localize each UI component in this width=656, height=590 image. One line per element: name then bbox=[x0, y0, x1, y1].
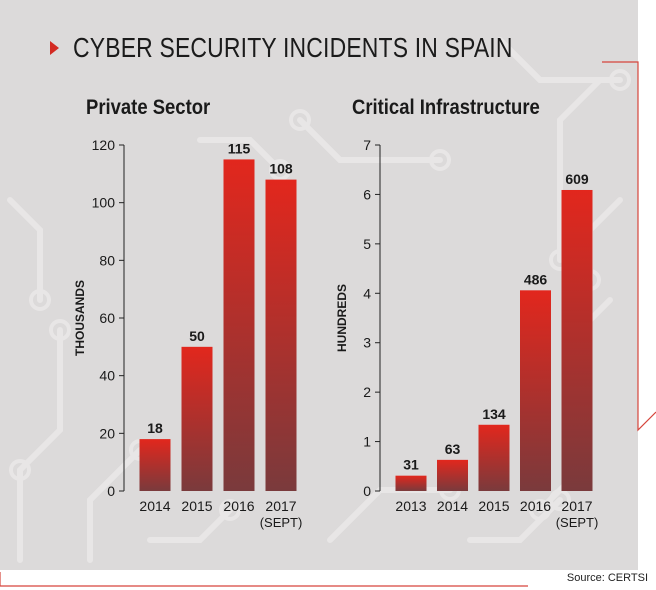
y-tick-label: 2 bbox=[363, 384, 371, 400]
y-tick-label: 0 bbox=[363, 483, 371, 499]
data-label: 115 bbox=[228, 140, 251, 156]
x-tick-label: 2017 bbox=[561, 498, 592, 514]
data-label: 486 bbox=[524, 271, 548, 287]
bar bbox=[561, 189, 593, 492]
x-tick-label: 2014 bbox=[139, 498, 170, 514]
y-axis-label: HUNDREDS bbox=[335, 284, 349, 352]
y-tick-label: 120 bbox=[92, 137, 116, 153]
data-label: 18 bbox=[147, 420, 163, 436]
x-tick-label: 2014 bbox=[437, 498, 468, 514]
infographic-panel bbox=[0, 0, 638, 570]
infographic-title: CYBER SECURITY INCIDENTS IN SPAIN bbox=[73, 32, 513, 63]
y-tick-label: 60 bbox=[99, 310, 115, 326]
circuit-trace bbox=[17, 327, 63, 563]
circuit-node bbox=[549, 489, 571, 511]
x-tick-label: 2015 bbox=[181, 498, 212, 514]
circuit-node bbox=[9, 459, 31, 481]
chart-title: Critical Infrastructure bbox=[352, 96, 540, 119]
x-tick-label: 2016 bbox=[223, 498, 254, 514]
data-label: 134 bbox=[482, 406, 506, 422]
y-axis-label: THOUSANDS bbox=[73, 280, 87, 356]
y-tick-label: 4 bbox=[363, 285, 371, 301]
data-label: 609 bbox=[565, 171, 589, 187]
y-tick-label: 5 bbox=[363, 236, 371, 252]
circuit-trace bbox=[7, 197, 43, 303]
bar bbox=[265, 179, 297, 491]
circuit-trace bbox=[197, 137, 283, 173]
source-note: Source: CERTSI bbox=[566, 572, 648, 584]
y-tick-label: 0 bbox=[107, 483, 115, 499]
x-tick-label: 2013 bbox=[395, 498, 426, 514]
circuit-node bbox=[609, 69, 631, 91]
bar bbox=[223, 159, 255, 491]
circuit-node bbox=[529, 499, 551, 521]
circuit-node bbox=[219, 499, 241, 521]
circuit-trace bbox=[147, 507, 233, 543]
bar bbox=[139, 439, 171, 491]
x-tick-label: 2017 bbox=[265, 498, 296, 514]
circuit-trace bbox=[497, 37, 623, 83]
circuit-node bbox=[49, 319, 71, 341]
circuit-trace bbox=[297, 117, 443, 163]
y-tick-label: 80 bbox=[99, 252, 115, 268]
data-label: 108 bbox=[269, 161, 293, 177]
circuit-node bbox=[269, 159, 291, 181]
circuit-node bbox=[29, 289, 51, 311]
y-tick-label: 3 bbox=[363, 335, 371, 351]
y-tick-label: 6 bbox=[363, 186, 371, 202]
y-tick-label: 100 bbox=[92, 195, 116, 211]
bar bbox=[478, 424, 510, 491]
data-label: 50 bbox=[189, 328, 205, 344]
bar bbox=[395, 475, 427, 491]
circuit-node bbox=[289, 109, 311, 131]
x-tick-label: 2016 bbox=[520, 498, 551, 514]
y-tick-label: 20 bbox=[99, 425, 115, 441]
x-tick-sublabel: (SEPT) bbox=[260, 515, 303, 530]
bar bbox=[520, 290, 551, 491]
chart-title: Private Sector bbox=[86, 96, 210, 119]
title-row: CYBER SECURITY INCIDENTS IN SPAIN bbox=[50, 32, 609, 64]
title-arrow-icon bbox=[50, 41, 59, 55]
bar bbox=[437, 459, 468, 491]
x-tick-sublabel: (SEPT) bbox=[556, 515, 599, 530]
y-tick-label: 40 bbox=[99, 368, 115, 384]
circuit-node bbox=[429, 149, 451, 171]
circuit-trace bbox=[557, 77, 603, 263]
y-tick-label: 7 bbox=[363, 137, 371, 153]
data-label: 31 bbox=[403, 457, 419, 473]
circuit-trace bbox=[87, 447, 143, 563]
circuit-background bbox=[7, 37, 631, 563]
bar bbox=[181, 346, 213, 491]
y-tick-label: 1 bbox=[363, 434, 371, 450]
data-label: 63 bbox=[445, 441, 461, 457]
x-tick-label: 2015 bbox=[478, 498, 509, 514]
